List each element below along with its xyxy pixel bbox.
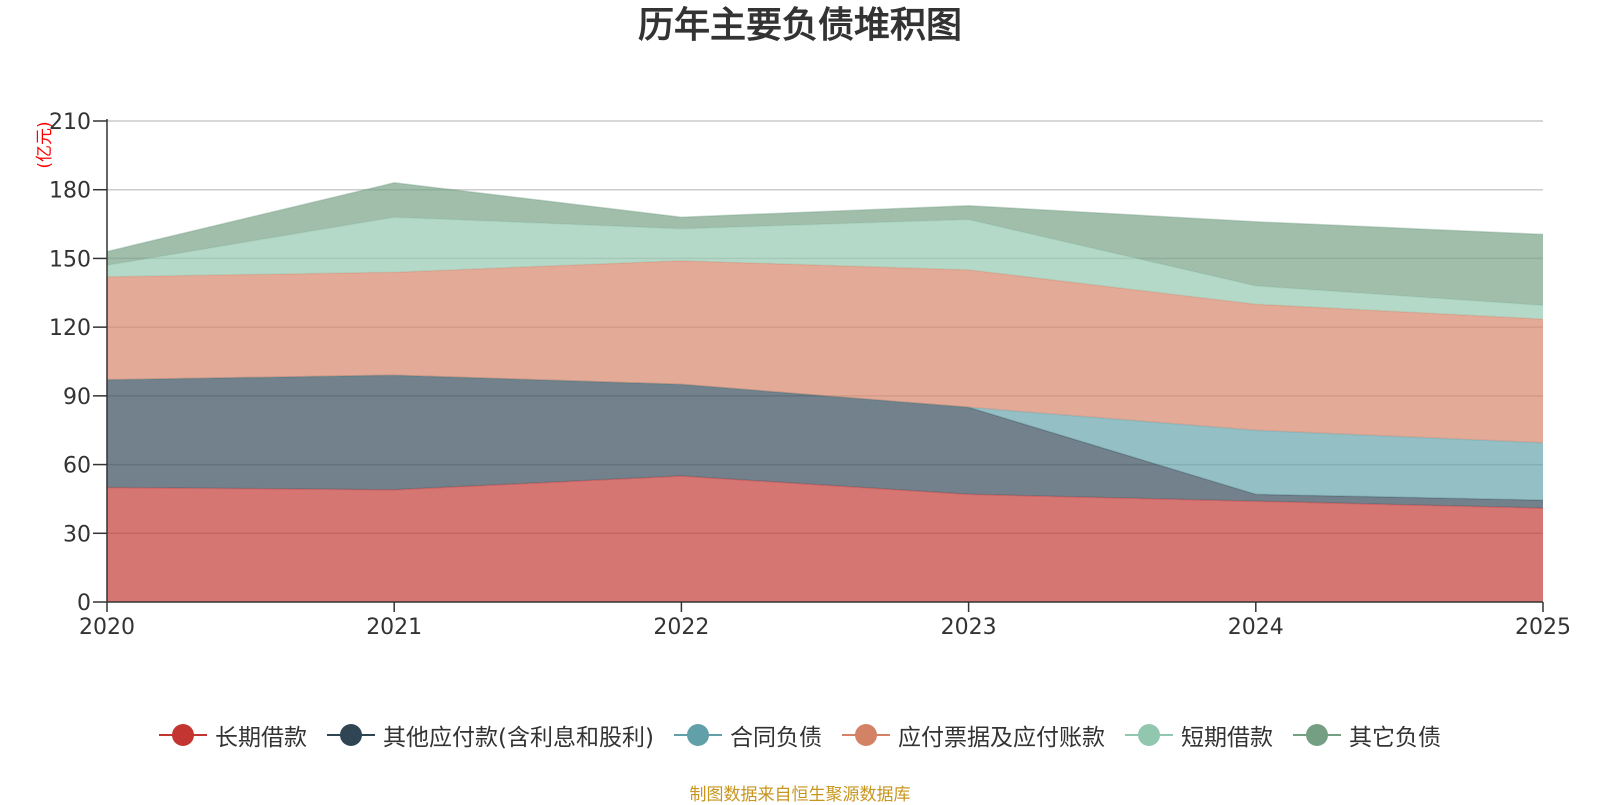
legend-item-6[interactable]: 其它负债	[1292, 718, 1441, 752]
area-series-5	[107, 217, 1543, 320]
y-tick-label: 120	[49, 316, 91, 341]
x-tick-label: 2020	[79, 615, 135, 640]
y-tick-label: 30	[63, 522, 91, 547]
legend-label: 长期借款	[215, 725, 308, 751]
x-tick-label: 2022	[653, 615, 709, 640]
source-note: 制图数据来自恒生聚源数据库	[689, 785, 911, 805]
area-series-4	[107, 260, 1543, 443]
legend-marker-icon	[1124, 722, 1173, 748]
y-tick-label: 60	[63, 454, 91, 479]
legend-marker-icon	[1292, 722, 1341, 748]
legend-marker-icon	[327, 722, 376, 748]
chart-legend: 长期借款 其他应付款(含利息和股利) 合同负债 应付票据及应付账款 短期借款 其它负债	[0, 718, 1600, 752]
legend-marker-icon	[673, 722, 722, 748]
x-tick-label: 2021	[366, 615, 422, 640]
y-tick-label: 0	[77, 591, 91, 616]
legend-item-2[interactable]: 其他应付款(含利息和股利)	[327, 718, 654, 752]
legend-marker-icon	[841, 722, 890, 748]
legend-marker-icon	[159, 722, 208, 748]
area-series-layer	[106, 182, 1544, 602]
area-series-6	[107, 182, 1543, 306]
axes: 0 30 60 90 120 150 180 210 2020 2021 2022 2023 2024 2…	[49, 110, 1571, 640]
y-tick-label: 90	[63, 385, 91, 410]
area-series-line-6	[106, 182, 1544, 253]
chart-title: 历年主要负债堆积图	[637, 5, 962, 46]
legend-label: 其他应付款(含利息和股利)	[383, 725, 654, 751]
legend-label: 短期借款	[1180, 725, 1273, 751]
legend-label: 应付票据及应付账款	[897, 725, 1105, 751]
x-tick-label: 2025	[1515, 615, 1571, 640]
y-tick-label: 150	[49, 247, 91, 272]
legend-item-1[interactable]: 长期借款	[159, 718, 307, 752]
x-tick-label: 2024	[1228, 615, 1284, 640]
legend-label: 合同负债	[729, 725, 822, 751]
legend-item-5[interactable]: 短期借款	[1124, 718, 1273, 752]
area-series-3	[107, 375, 1543, 501]
x-tick-label: 2023	[941, 615, 997, 640]
y-tick-label: 210	[49, 110, 91, 135]
legend-item-3[interactable]: 合同负债	[673, 718, 822, 752]
legend-label: 其它负债	[1348, 725, 1441, 751]
legend-item-4[interactable]: 应付票据及应付账款	[841, 718, 1105, 752]
area-series-1	[107, 476, 1543, 602]
area-series-2	[107, 375, 1543, 509]
y-axis-unit-label: (亿元)	[35, 121, 55, 168]
y-tick-label: 180	[49, 179, 91, 204]
